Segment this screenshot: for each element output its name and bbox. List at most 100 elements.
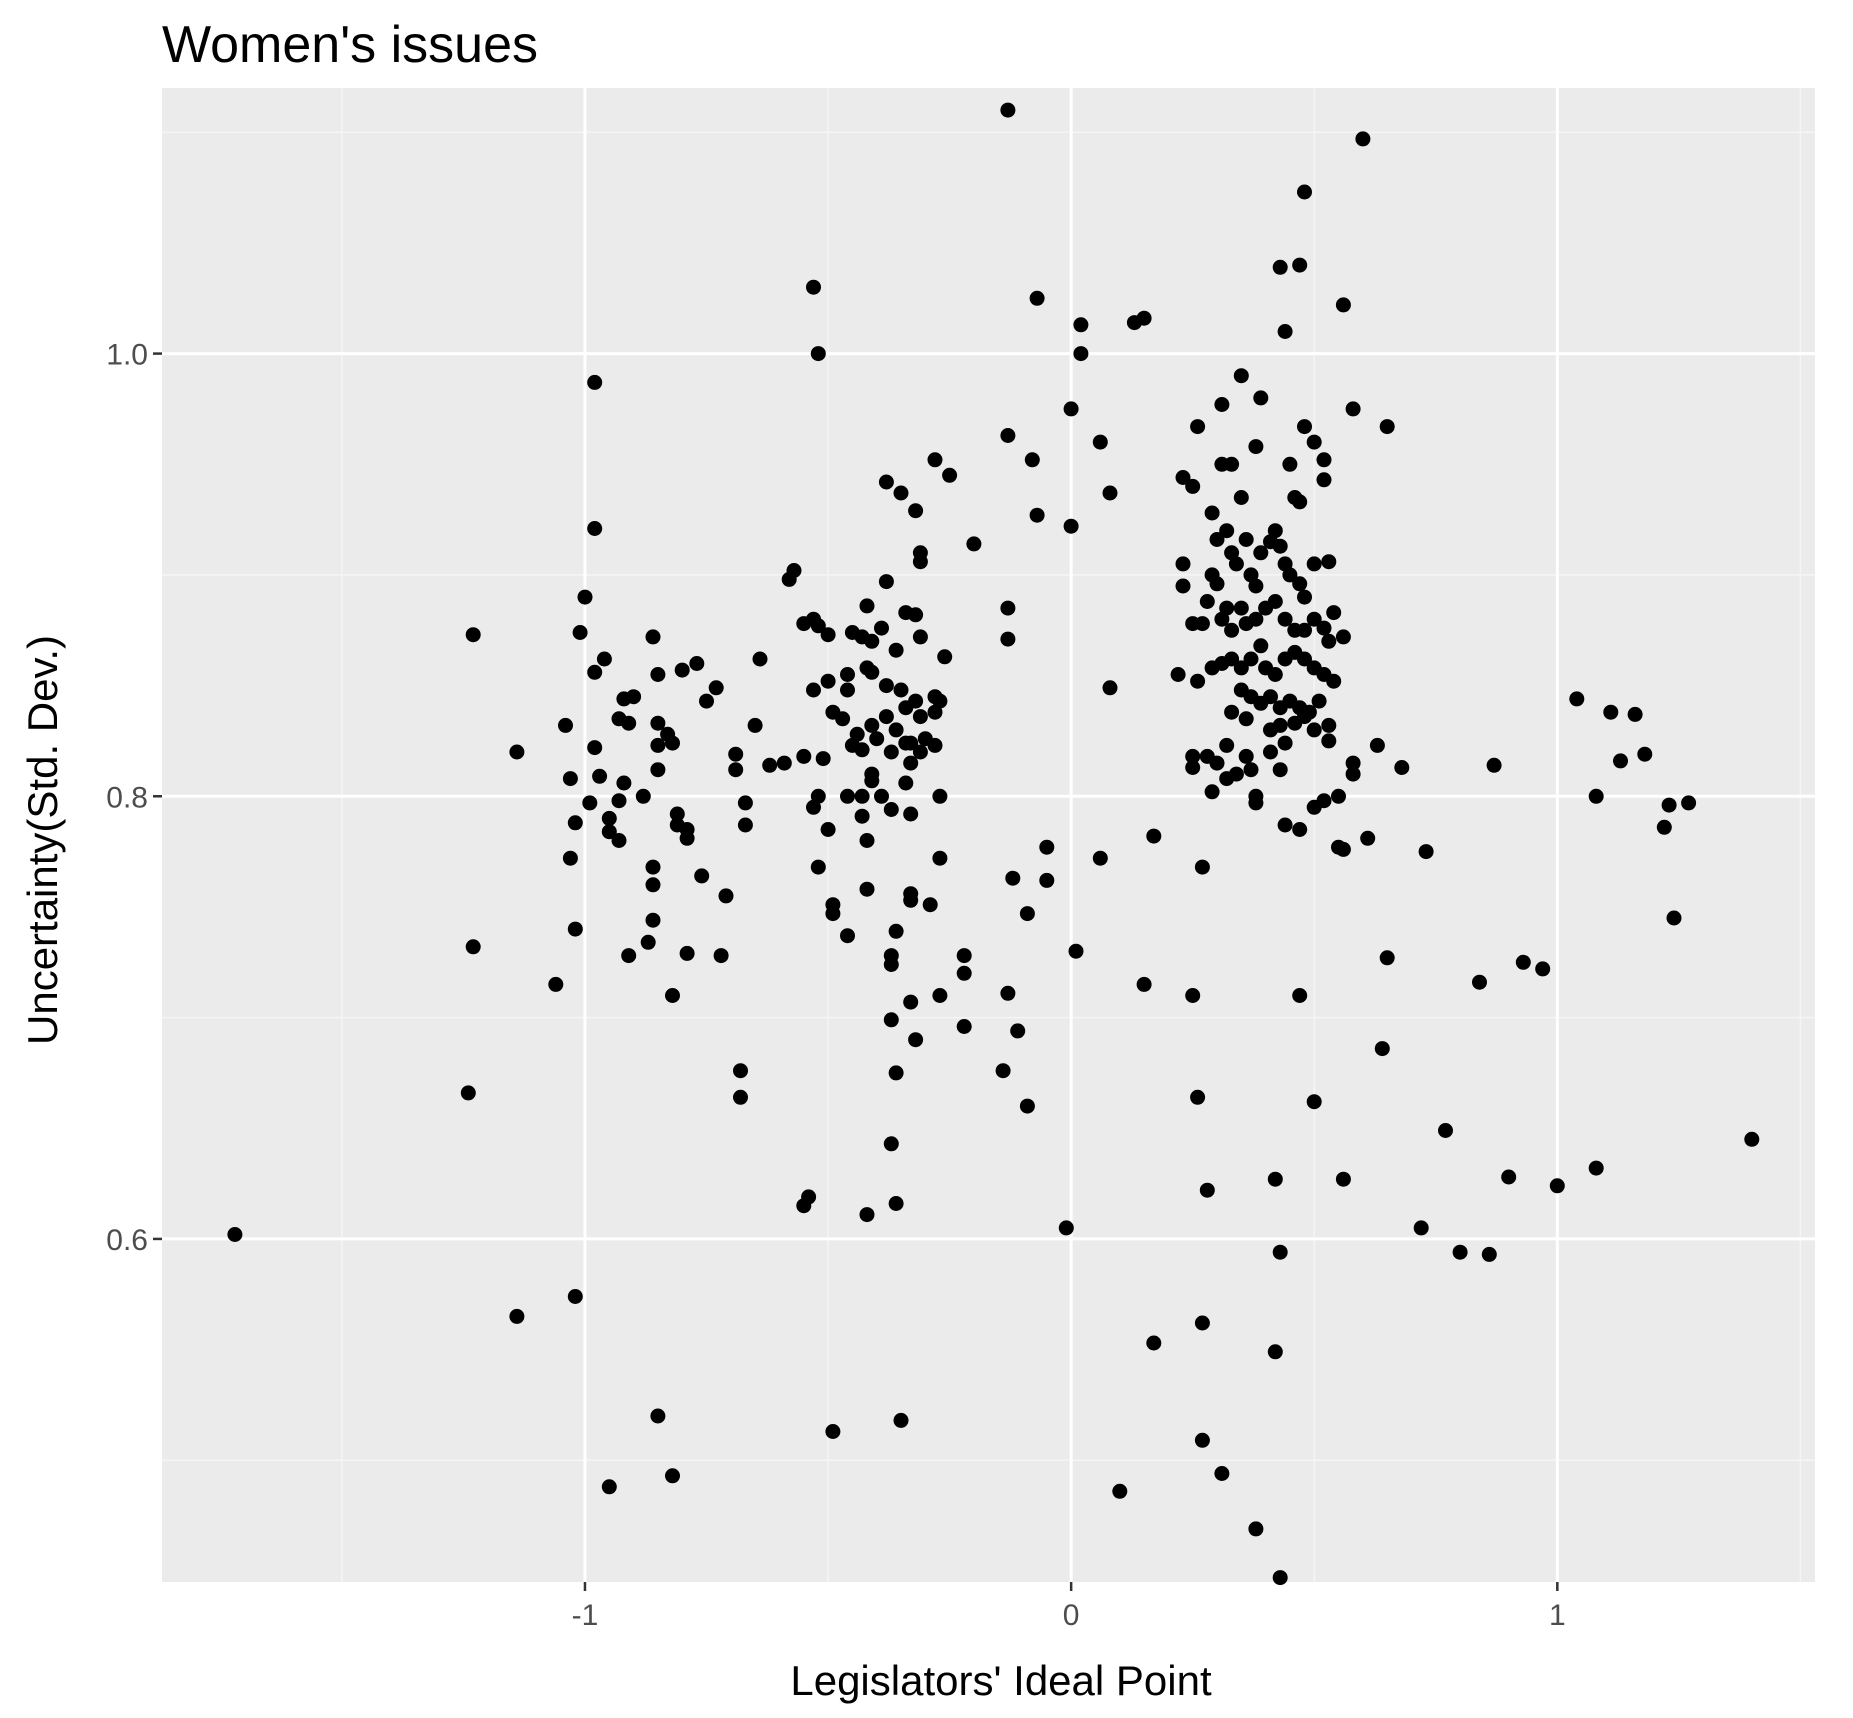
data-point bbox=[1588, 788, 1604, 804]
data-point bbox=[1185, 988, 1201, 1003]
data-point bbox=[878, 474, 894, 490]
data-point bbox=[806, 799, 821, 815]
x-axis-title: Legislators' Ideal Point bbox=[790, 1657, 1212, 1704]
data-point bbox=[1233, 660, 1249, 676]
data-point bbox=[840, 788, 855, 804]
data-point bbox=[908, 607, 924, 623]
x-tick-label: 0 bbox=[1063, 1599, 1080, 1632]
data-point bbox=[645, 859, 661, 875]
data-point bbox=[912, 554, 928, 570]
data-point bbox=[898, 700, 914, 716]
data-point bbox=[1233, 368, 1249, 384]
data-point bbox=[883, 802, 899, 817]
data-point bbox=[966, 536, 982, 552]
data-point bbox=[1569, 691, 1585, 707]
data-point bbox=[645, 877, 661, 893]
data-point bbox=[665, 988, 680, 1003]
data-point bbox=[1681, 795, 1697, 811]
data-point bbox=[650, 1408, 666, 1424]
data-point bbox=[1248, 1521, 1264, 1537]
data-point bbox=[1603, 704, 1619, 720]
data-point bbox=[995, 1063, 1011, 1079]
data-point bbox=[567, 1289, 583, 1304]
data-point bbox=[1190, 1089, 1206, 1105]
data-point bbox=[1360, 830, 1376, 846]
data-point bbox=[1224, 651, 1240, 667]
data-point bbox=[840, 682, 855, 698]
data-point bbox=[1277, 817, 1293, 833]
data-point bbox=[1267, 523, 1283, 539]
data-point bbox=[1452, 1244, 1468, 1260]
data-point bbox=[1199, 1182, 1215, 1198]
x-tick-label: 1 bbox=[1549, 1599, 1566, 1632]
data-point bbox=[1297, 651, 1312, 667]
data-point bbox=[956, 1019, 972, 1034]
data-point bbox=[582, 795, 598, 811]
data-point bbox=[1194, 616, 1210, 632]
data-point bbox=[1472, 974, 1487, 990]
data-point bbox=[874, 620, 889, 636]
data-point bbox=[927, 704, 943, 720]
data-point bbox=[864, 664, 880, 680]
data-point bbox=[1272, 762, 1288, 778]
data-point bbox=[820, 627, 836, 643]
data-point bbox=[1263, 744, 1278, 760]
data-point bbox=[713, 948, 729, 964]
data-point bbox=[1277, 735, 1293, 751]
data-point bbox=[616, 775, 632, 791]
data-point bbox=[1039, 839, 1055, 855]
data-point bbox=[465, 939, 481, 955]
data-point bbox=[1297, 589, 1312, 605]
data-point bbox=[888, 722, 904, 738]
data-point bbox=[621, 715, 637, 731]
data-point bbox=[806, 611, 821, 627]
data-point bbox=[1394, 760, 1410, 775]
data-point bbox=[1194, 1315, 1210, 1331]
data-point bbox=[567, 815, 583, 831]
data-point bbox=[1214, 1466, 1230, 1481]
data-point bbox=[1656, 819, 1672, 835]
data-point bbox=[1413, 1220, 1429, 1236]
data-point bbox=[1374, 1041, 1390, 1057]
data-point bbox=[611, 793, 627, 809]
data-point bbox=[737, 817, 753, 833]
data-point bbox=[1272, 1244, 1288, 1260]
data-point bbox=[883, 1136, 899, 1152]
data-point bbox=[1209, 755, 1225, 771]
data-point bbox=[810, 859, 826, 875]
data-point bbox=[596, 651, 612, 667]
data-point bbox=[635, 788, 651, 804]
data-point bbox=[1588, 1160, 1604, 1176]
data-point bbox=[728, 746, 744, 762]
data-point bbox=[806, 682, 821, 698]
data-point bbox=[883, 744, 899, 760]
data-point bbox=[1272, 717, 1288, 733]
data-point bbox=[1306, 1094, 1322, 1110]
data-point bbox=[1292, 822, 1308, 837]
data-point bbox=[689, 656, 705, 671]
data-point bbox=[883, 957, 899, 972]
data-point bbox=[927, 737, 943, 753]
data-point bbox=[1194, 1432, 1210, 1448]
data-point bbox=[1297, 622, 1312, 638]
data-point bbox=[1005, 870, 1021, 886]
data-point bbox=[1481, 1246, 1497, 1262]
data-point bbox=[1000, 102, 1016, 118]
data-point bbox=[893, 682, 909, 698]
data-point bbox=[674, 662, 690, 678]
data-point bbox=[888, 1196, 904, 1211]
data-point bbox=[1335, 297, 1351, 313]
data-point bbox=[869, 731, 885, 747]
data-point bbox=[1248, 795, 1264, 811]
chart-title: Women's issues bbox=[162, 16, 538, 74]
data-point bbox=[854, 788, 870, 804]
data-point bbox=[1058, 1220, 1074, 1236]
data-point bbox=[1010, 1023, 1026, 1039]
data-point bbox=[864, 717, 880, 733]
data-point bbox=[878, 574, 894, 590]
data-point bbox=[1306, 434, 1322, 450]
data-point bbox=[1277, 324, 1293, 339]
data-point bbox=[859, 881, 875, 897]
data-point bbox=[699, 693, 714, 709]
